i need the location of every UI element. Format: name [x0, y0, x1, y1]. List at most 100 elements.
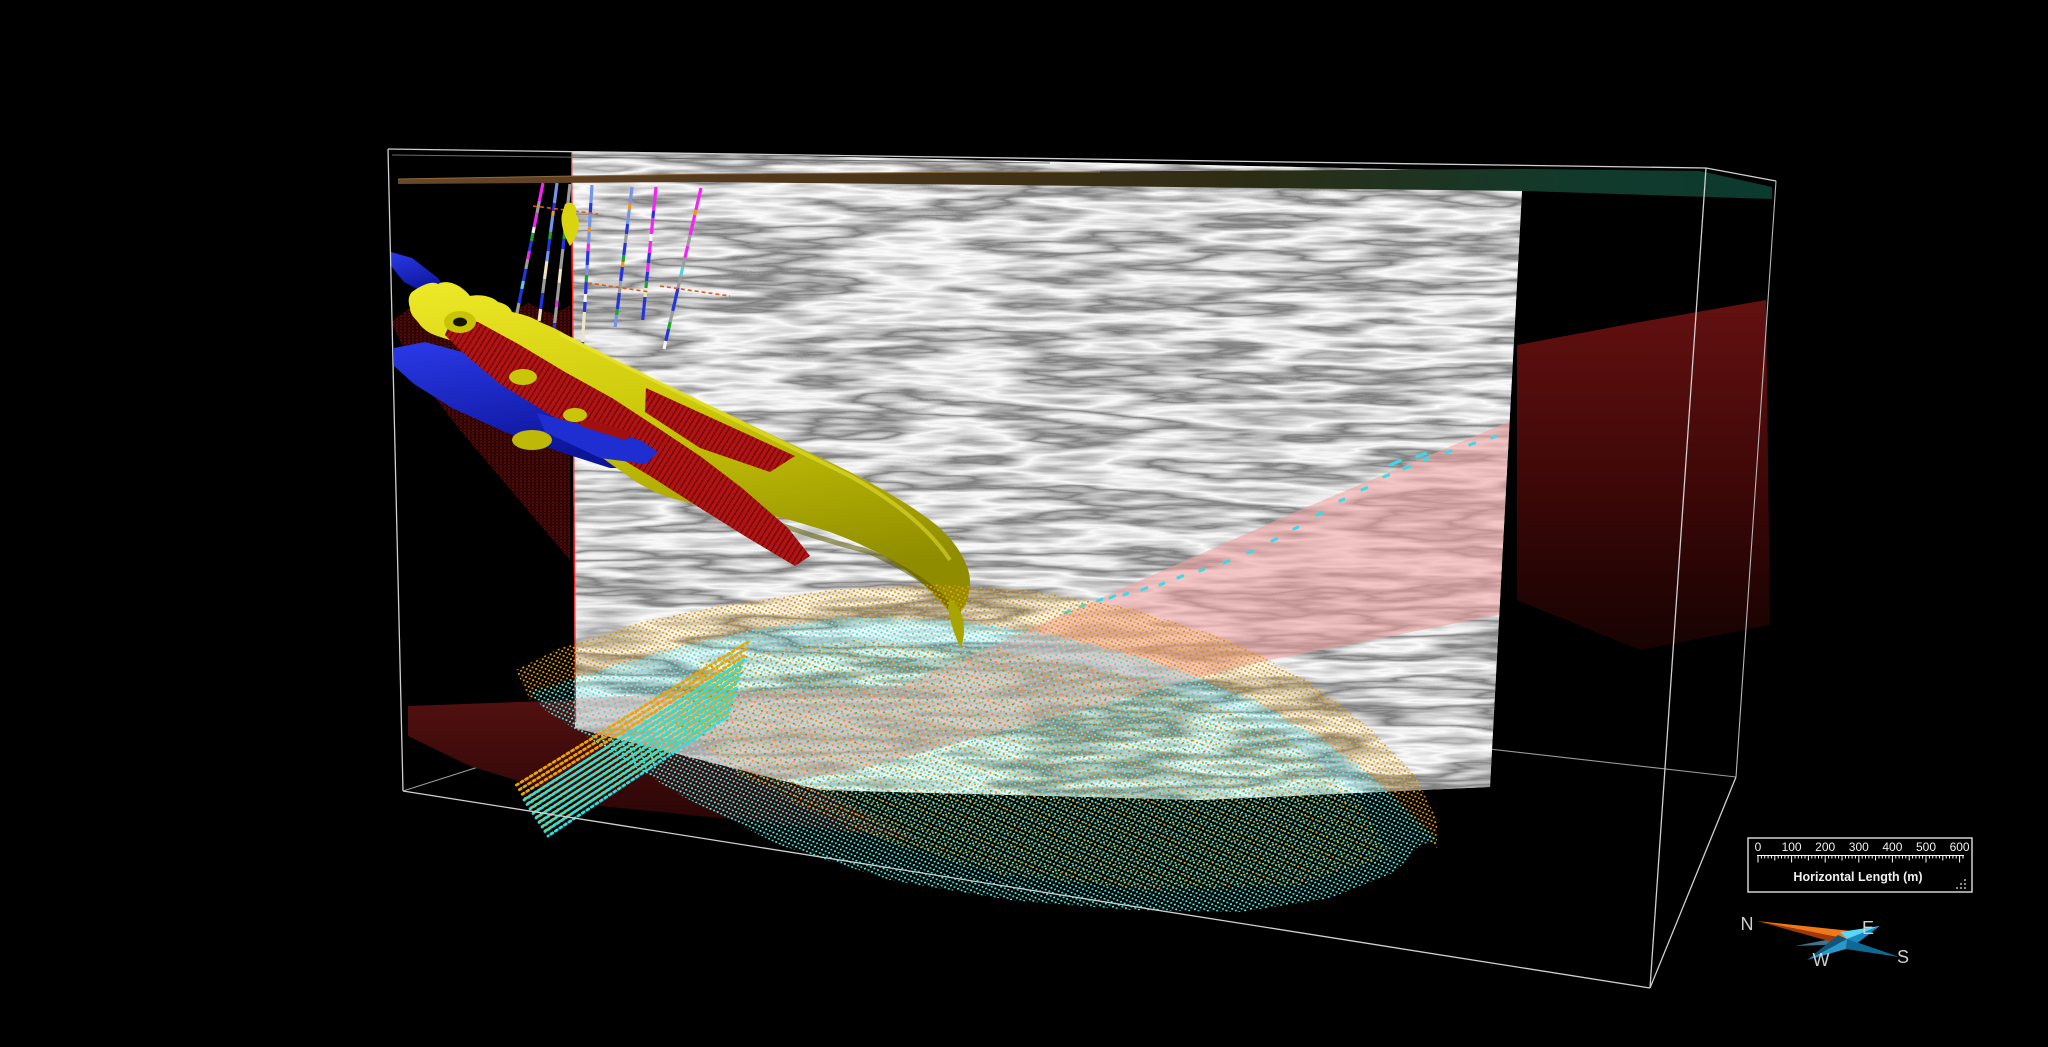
drillhole-1-interval	[524, 258, 530, 270]
box-edge-west-vertical	[387, 148, 404, 792]
point-cloud-strand	[522, 658, 746, 802]
scalebar-title: Horizontal Length (m)	[1793, 870, 1922, 884]
drillhole-2-interval	[546, 238, 552, 252]
compass-north-arm-dark	[1757, 921, 1847, 943]
drillhole-6-interval	[644, 280, 649, 289]
box-edge-northeast-vertical	[1735, 180, 1777, 778]
yellow-lump-3	[563, 408, 587, 422]
drillhole-1-interval	[521, 268, 528, 282]
drillhole-5-interval	[624, 223, 630, 235]
cyan-pick-marker	[1222, 559, 1231, 565]
scalebar-frame[interactable]	[1747, 837, 1973, 893]
compass-label-east: E	[1862, 918, 1874, 938]
compass-label-south: S	[1897, 947, 1909, 967]
point-cloud-mixed-zone	[670, 640, 1390, 890]
cyan-pick-marker	[1096, 597, 1104, 603]
scalebar-tick-labels: 0 100 200 300 400 500 600	[1755, 840, 1970, 854]
drillhole-5-interval	[615, 308, 619, 316]
drillhole-6-interval	[646, 252, 651, 264]
scalebar-widget[interactable]: 0 100 200 300 400 500 600 Horizontal Length (m…	[1747, 837, 1973, 893]
compass-label-north: N	[1741, 914, 1754, 934]
drillhole-1-interval	[535, 200, 541, 214]
drillhole-5-interval	[623, 233, 628, 244]
drillhole-7-interval	[668, 310, 675, 323]
cyan-pick-marker	[1198, 567, 1206, 573]
compass-widget[interactable]: N E W S	[1741, 914, 1910, 970]
cyan-pick-marker	[1108, 594, 1117, 600]
drillhole-6-interval	[651, 210, 656, 219]
drillhole-4-interval	[581, 327, 585, 343]
point-cloud-strand	[528, 672, 742, 811]
cyan-pick-marker	[1338, 497, 1346, 503]
drillhole-4-interval	[585, 264, 589, 276]
drillhole-7-interval	[686, 234, 692, 247]
drillhole-5-interval	[617, 280, 623, 294]
drillhole-5-interval	[627, 202, 632, 211]
cyan-pick-marker	[1444, 449, 1453, 455]
drillhole-1-interval	[527, 240, 533, 252]
drillhole-2-interval	[551, 202, 556, 212]
geobodies	[391, 202, 970, 616]
drillhole-7-interval	[681, 257, 687, 268]
drillhole-2-interval	[552, 182, 559, 204]
drillhole-7-interval	[671, 298, 678, 312]
cyan-pick-marker	[1388, 459, 1402, 467]
scalebar-resize-grip[interactable]	[1955, 878, 1967, 890]
drillhole-2-interval	[537, 308, 543, 322]
cyan-pick-marker	[1422, 456, 1431, 462]
drillhole-6-interval	[645, 271, 650, 282]
cyan-pick-marker	[1122, 591, 1130, 597]
compass-south-arm-dark	[1846, 939, 1899, 957]
blue-sliver	[537, 413, 658, 464]
box-edge-top-east	[1705, 167, 1777, 182]
point-cloud-strand	[525, 665, 744, 806]
compass-east-arm-dark	[1847, 926, 1880, 944]
drillhole-6-interval	[649, 233, 653, 242]
drillhole-3-interval	[559, 248, 565, 270]
drillhole-6-interval	[641, 307, 646, 321]
drillhole-2-interval	[551, 210, 555, 217]
point-cloud-strand	[531, 679, 740, 815]
drillhole-7-interval	[683, 245, 690, 259]
cyan-pick-marker	[1382, 473, 1391, 479]
point-cloud-strands	[513, 640, 750, 838]
drillhole-4-interval	[582, 301, 587, 313]
drillhole-1-interval	[520, 280, 525, 290]
compass-label-west: W	[1813, 950, 1830, 970]
topography-strip	[398, 169, 1772, 199]
drillhole-4-interval	[581, 311, 586, 329]
point-cloud-strand	[513, 640, 750, 788]
topography-highlight	[397, 171, 1100, 180]
drillhole-6-interval	[647, 240, 653, 254]
yellow-tip-hook	[948, 598, 964, 648]
drillhole-5-interval	[628, 186, 634, 204]
box-edge-bottom-front	[402, 790, 1651, 989]
yellow-lump-2	[512, 430, 552, 450]
box-edge-southeast-vertical	[1649, 167, 1707, 989]
drillhole-1-interval	[517, 288, 524, 304]
drillhole-7-interval	[694, 187, 703, 211]
cyan-pick-marker	[1158, 581, 1166, 587]
drillhole-3-interval	[553, 306, 559, 324]
yellow-lump-1	[509, 369, 537, 385]
cyan-pick-marker	[1468, 441, 1477, 447]
cyan-pick-marker	[1292, 525, 1300, 531]
drillhole-6-interval	[642, 296, 647, 309]
fault-mesh-patch	[645, 388, 795, 472]
yellow-donut-hole	[453, 317, 467, 327]
cyan-pick-marker	[1490, 434, 1498, 440]
drillhole-2-interval	[548, 231, 553, 240]
point-cloud-strand	[516, 647, 748, 792]
drillhole-2-interval	[539, 292, 545, 310]
drillhole-3-interval	[557, 268, 563, 284]
drillhole-7-interval	[673, 287, 680, 300]
scalebar-tick-label: 600	[1950, 840, 1970, 854]
cyan-pick-marker	[1176, 574, 1185, 580]
point-cloud-strand	[537, 693, 736, 824]
drillhole-3-interval	[555, 282, 561, 302]
cyan-pick-marker	[1415, 451, 1427, 459]
drillhole-2-interval	[549, 215, 555, 233]
dashed-marker-line	[587, 282, 651, 293]
